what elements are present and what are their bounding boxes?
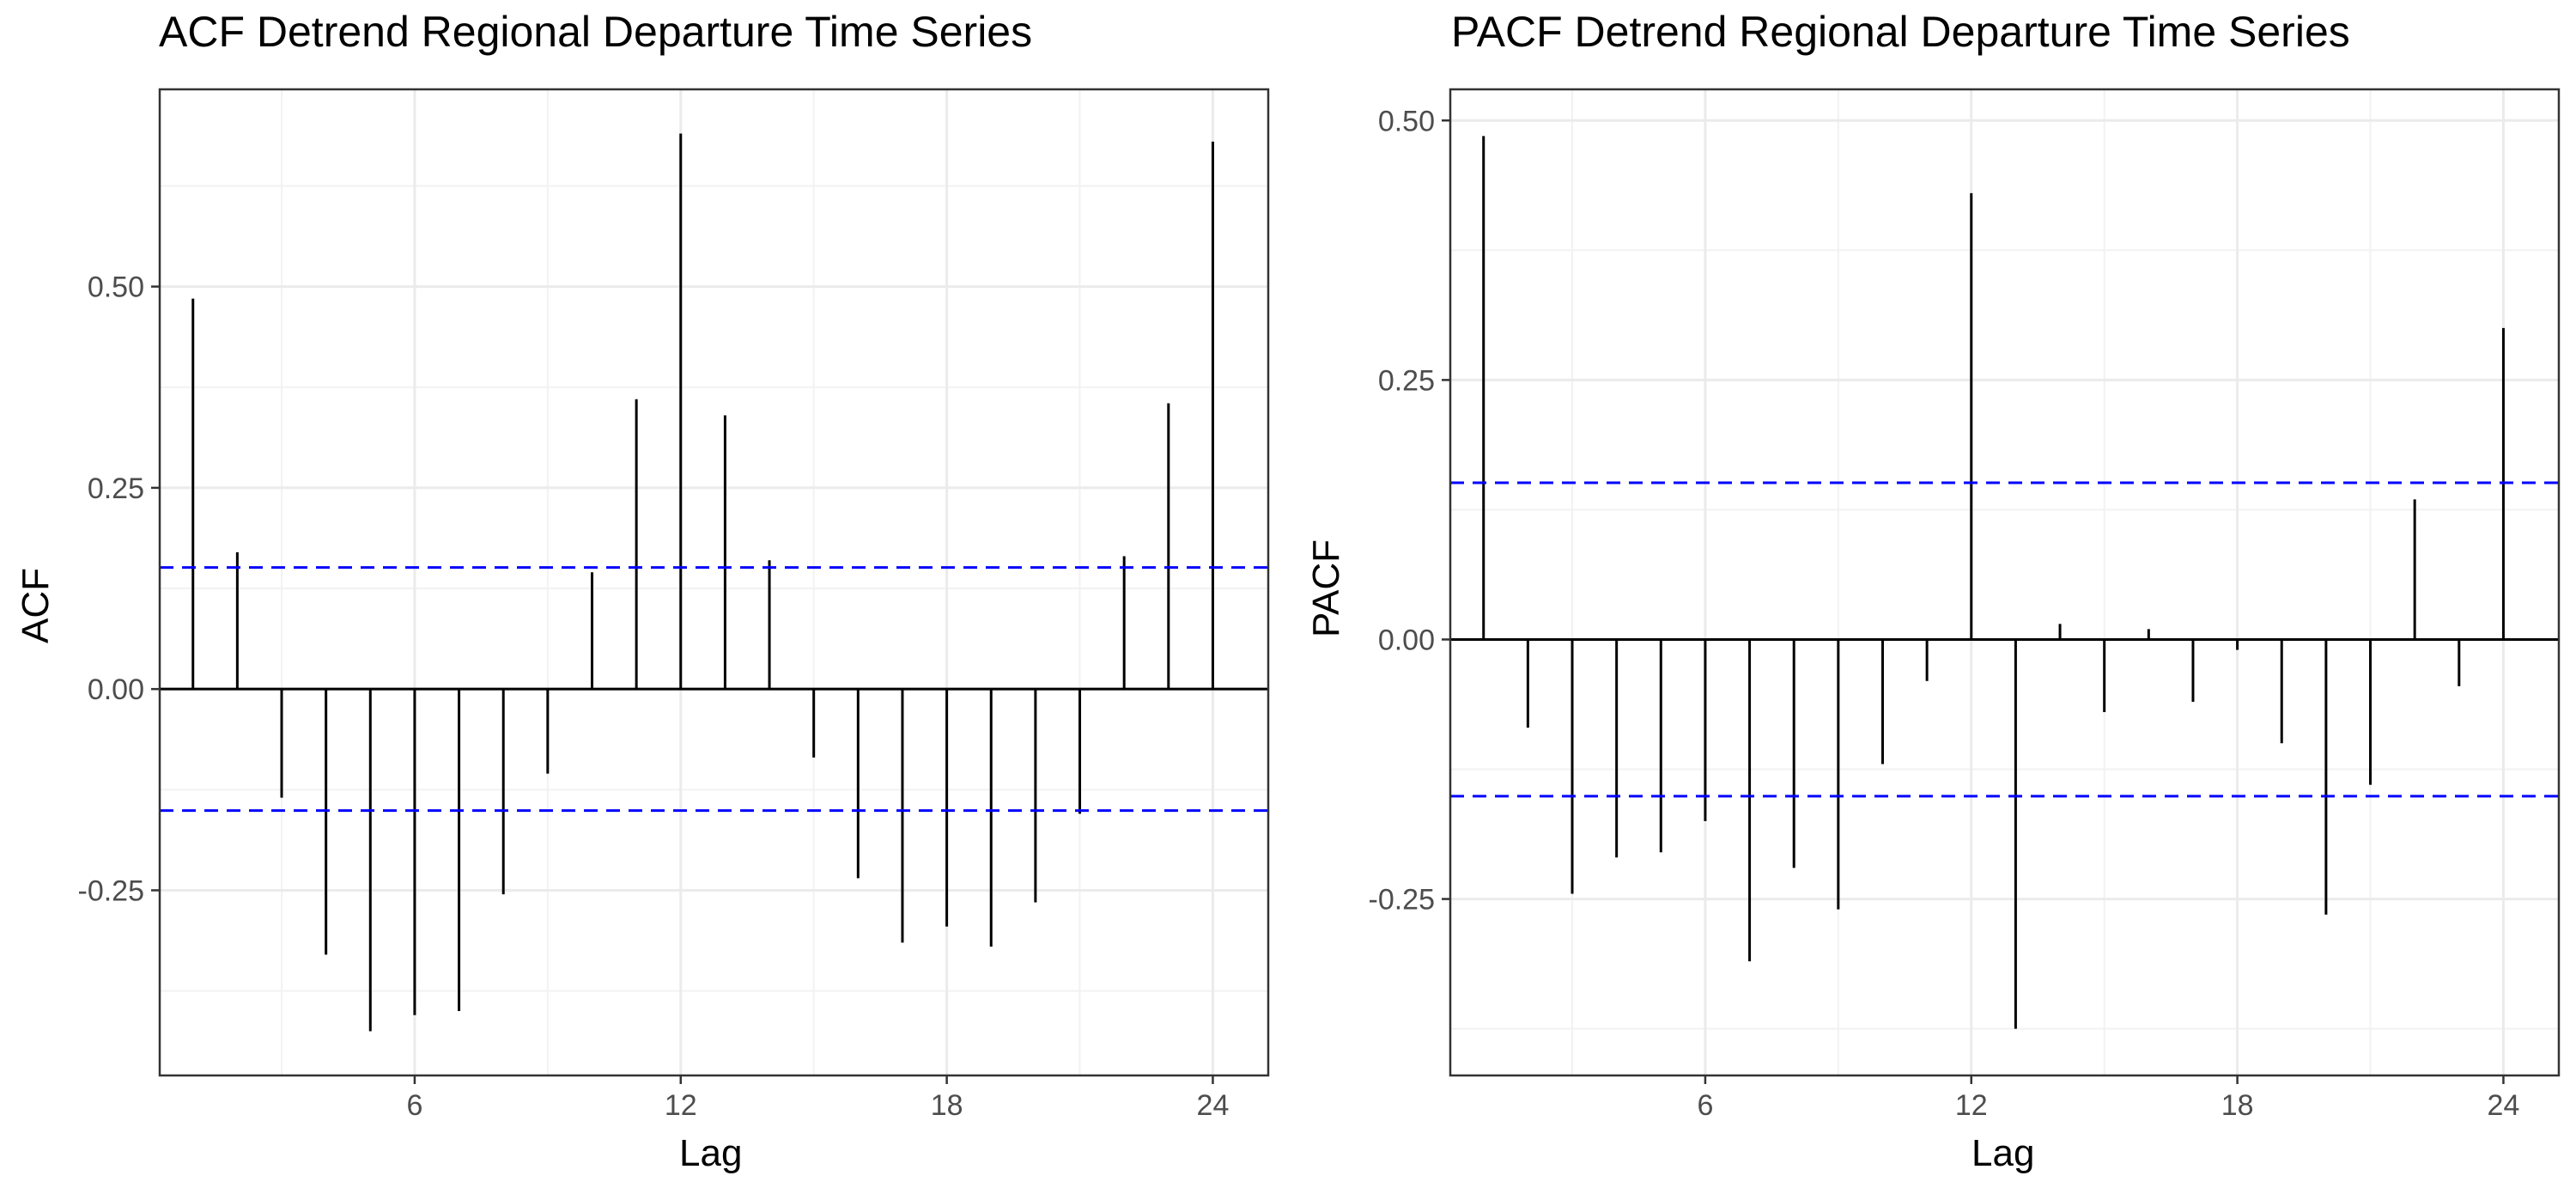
acf-x-axis-label: Lag <box>679 1132 743 1174</box>
acf-y-tick-label: 0.50 <box>88 271 144 304</box>
pacf-y-tick-label: 0.50 <box>1378 105 1435 137</box>
acf-y-axis-label: ACF <box>15 568 57 643</box>
pacf-y-tick-label: 0.25 <box>1378 364 1435 397</box>
acf-x-tick-label: 24 <box>1197 1089 1230 1122</box>
acf-y-tick-label: 0.00 <box>88 673 144 706</box>
acf-panel-background <box>160 89 1268 1075</box>
pacf-panel-background <box>1450 89 2559 1075</box>
acf-panel-border <box>158 88 1270 1077</box>
acf-x-tick-label: 12 <box>665 1089 697 1122</box>
pacf-y-tick-label: 0.00 <box>1378 624 1435 656</box>
pacf-panel-border <box>1449 88 2561 1077</box>
pacf-x-tick-label: 24 <box>2488 1089 2520 1122</box>
acf-x-tick-label: 6 <box>406 1089 422 1122</box>
pacf-x-tick-label: 18 <box>2221 1089 2254 1122</box>
pacf-chart-title: PACF Detrend Regional Departure Time Ser… <box>1451 8 2350 56</box>
pacf-x-tick-label: 6 <box>1697 1089 1713 1122</box>
acf-y-tick-label: 0.25 <box>88 472 144 505</box>
pacf-y-axis-label: PACF <box>1305 539 1347 638</box>
acf-x-tick-label: 18 <box>931 1089 963 1122</box>
acf-chart-title: ACF Detrend Regional Departure Time Seri… <box>159 8 1033 56</box>
acf-y-tick-label: -0.25 <box>78 874 145 907</box>
pacf-x-tick-label: 12 <box>1955 1089 1988 1122</box>
pacf-y-tick-label: -0.25 <box>1369 884 1436 917</box>
pacf-x-axis-label: Lag <box>1971 1132 2035 1174</box>
